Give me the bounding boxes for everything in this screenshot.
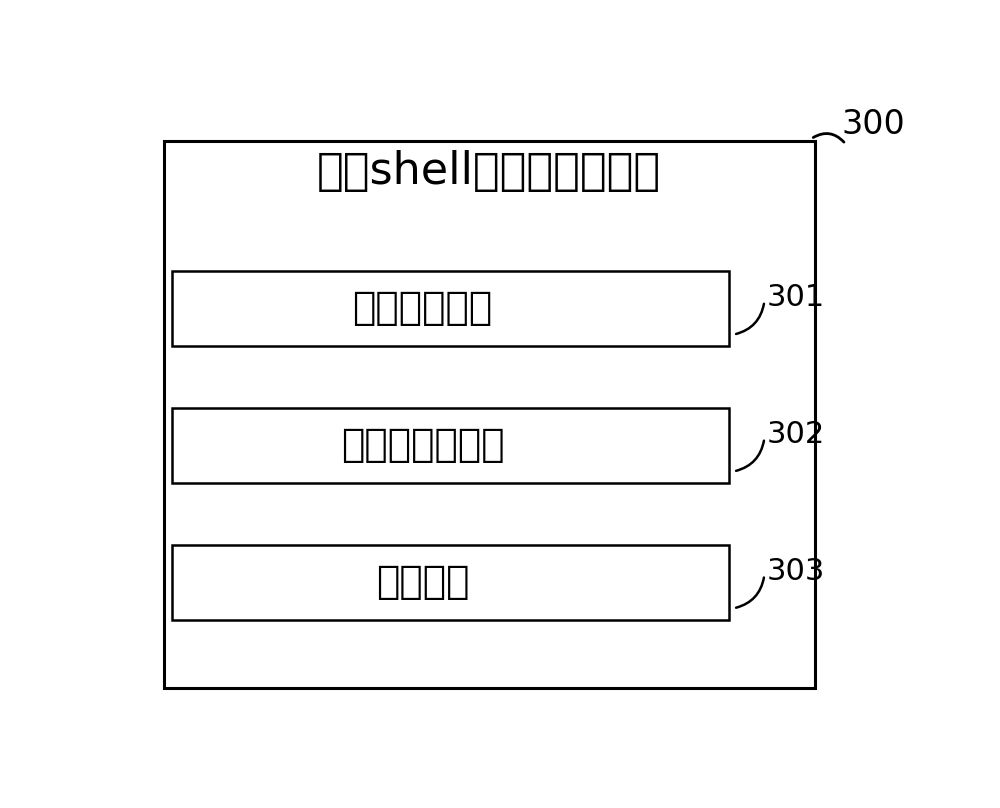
Text: 301: 301 <box>766 283 824 312</box>
Text: 302: 302 <box>766 419 824 448</box>
FancyBboxPatch shape <box>172 408 729 482</box>
Text: 303: 303 <box>766 557 825 586</box>
Text: 事件监测模块: 事件监测模块 <box>352 289 493 327</box>
FancyBboxPatch shape <box>164 141 815 688</box>
Text: 判断模块: 判断模块 <box>376 563 469 601</box>
Text: 反弹shell进程的检测装置: 反弹shell进程的检测装置 <box>317 150 661 193</box>
Text: 命令行获取模块: 命令行获取模块 <box>341 427 504 465</box>
FancyBboxPatch shape <box>172 271 729 346</box>
Text: 300: 300 <box>841 108 905 141</box>
FancyBboxPatch shape <box>172 545 729 620</box>
